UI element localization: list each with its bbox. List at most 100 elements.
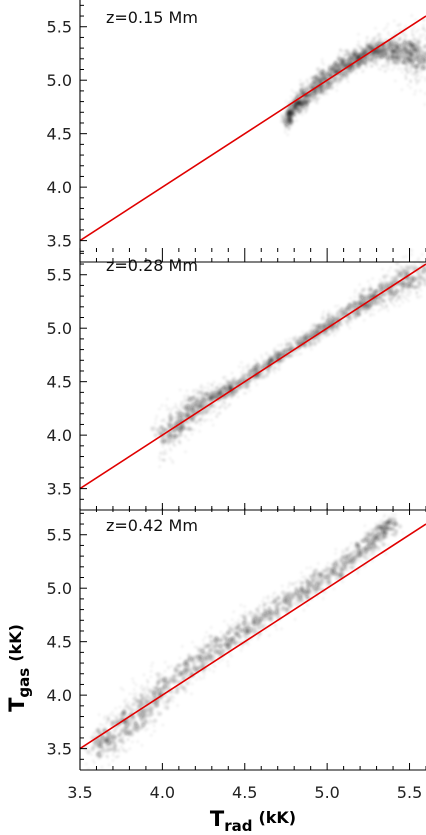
density-point: [136, 740, 140, 744]
density-point: [372, 553, 376, 557]
density-point: [401, 46, 406, 51]
density-point: [256, 637, 260, 641]
density-point: [122, 706, 126, 710]
density-point: [242, 369, 245, 372]
density-point: [324, 591, 327, 594]
density-point: [296, 594, 301, 599]
y-axis-title-sub: gas: [15, 668, 33, 698]
density-point: [368, 543, 374, 548]
density-point: [335, 330, 338, 334]
density-point: [211, 635, 214, 639]
density-point: [243, 610, 247, 614]
density-point: [239, 649, 243, 652]
density-point: [363, 524, 367, 528]
density-point: [269, 619, 273, 623]
density-point: [310, 328, 316, 333]
density-point: [156, 672, 161, 677]
density-point: [328, 581, 332, 585]
density-point: [299, 79, 302, 82]
density-point: [208, 648, 213, 653]
reference-line: [80, 523, 426, 750]
density-point: [280, 342, 284, 346]
density-point: [262, 617, 267, 622]
density-point: [205, 631, 208, 634]
density-point: [114, 743, 117, 747]
density-point: [208, 639, 212, 643]
density-point: [422, 23, 425, 27]
density-point: [354, 71, 358, 75]
density-point: [280, 584, 284, 588]
density-point: [292, 602, 296, 606]
density-point: [228, 627, 232, 631]
density-point: [248, 610, 253, 615]
density-point: [421, 33, 425, 37]
density-point: [272, 368, 275, 372]
density-point: [387, 291, 392, 296]
density-point: [365, 531, 371, 536]
density-point: [397, 23, 401, 27]
density-point: [237, 618, 241, 622]
density-point: [311, 577, 316, 583]
density-point: [111, 746, 116, 751]
density-point: [202, 676, 206, 680]
density-point: [271, 595, 274, 599]
density-cloud: [150, 248, 426, 469]
density-point: [235, 632, 240, 637]
density-point: [163, 669, 167, 673]
density-point: [267, 606, 271, 609]
density-point: [296, 588, 300, 592]
density-point: [161, 438, 166, 443]
density-point: [310, 325, 313, 329]
density-point: [316, 562, 320, 565]
density-point: [324, 91, 328, 95]
density-point: [374, 530, 378, 533]
density-point: [339, 67, 343, 71]
density-point: [390, 296, 394, 300]
density-point: [422, 18, 426, 22]
density-point: [134, 727, 139, 732]
density-point: [404, 34, 408, 38]
density-point: [392, 521, 398, 527]
density-point: [292, 112, 296, 115]
density-point: [226, 405, 230, 408]
density-point: [266, 594, 270, 598]
density-point: [203, 419, 207, 423]
density-point: [357, 32, 360, 36]
density-point: [267, 634, 271, 637]
density-point: [198, 429, 201, 433]
density-point: [339, 48, 342, 51]
density-point: [166, 684, 171, 690]
density-point: [346, 559, 351, 565]
density-point: [275, 350, 281, 355]
density-point: [196, 391, 200, 395]
density-point: [307, 345, 310, 349]
density-point: [416, 270, 421, 276]
density-point: [376, 532, 382, 537]
density-point: [194, 401, 199, 406]
density-point: [170, 438, 175, 444]
density-point: [231, 626, 234, 630]
density-point: [391, 68, 394, 72]
density-point: [284, 338, 288, 342]
density-point: [337, 572, 342, 577]
density-point: [127, 731, 132, 737]
density-point: [97, 757, 101, 761]
density-point: [387, 269, 390, 273]
density-point: [149, 675, 153, 679]
density-point: [367, 288, 371, 292]
density-point: [348, 56, 352, 60]
density-point: [403, 290, 406, 294]
density-point: [218, 644, 223, 649]
density-point: [241, 366, 245, 369]
density-point: [240, 645, 244, 649]
density-point: [212, 638, 216, 641]
density-point: [271, 355, 275, 359]
density-point: [158, 465, 162, 469]
density-point: [98, 723, 102, 726]
density-point: [286, 122, 290, 125]
density-point: [415, 70, 419, 73]
density-point: [211, 645, 217, 651]
density-point: [111, 735, 117, 740]
density-point: [175, 686, 179, 690]
